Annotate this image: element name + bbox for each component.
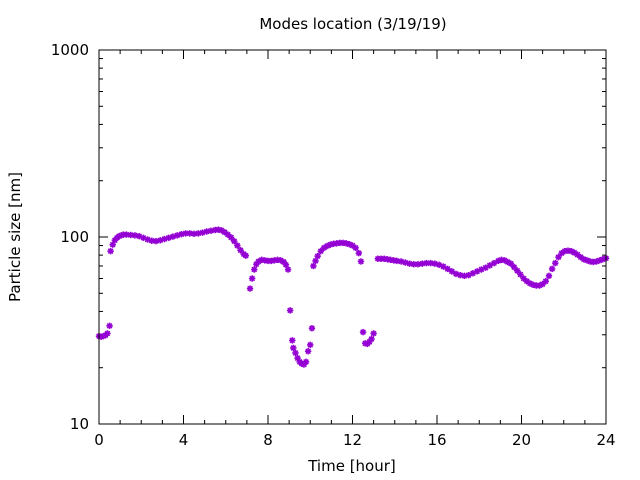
- axes: 0 4 8 12 16 20 24 10 100 1000: [51, 41, 616, 449]
- data-point: [312, 257, 319, 265]
- data-point: [444, 265, 451, 273]
- data-points: [95, 226, 610, 368]
- data-point: [461, 272, 468, 280]
- data-point: [307, 341, 314, 349]
- y-axis-label: Particle size [nm]: [6, 172, 24, 302]
- data-point: [302, 358, 310, 366]
- data-point: [368, 335, 375, 343]
- data-point: [292, 349, 299, 357]
- data-point: [106, 322, 113, 330]
- data-point: [352, 244, 359, 252]
- y-tick-label: 1000: [51, 41, 89, 59]
- x-tick-label: 24: [596, 431, 615, 449]
- data-point: [304, 348, 312, 355]
- data-point: [552, 259, 559, 267]
- chart-title: Modes location (3/19/19): [259, 15, 446, 33]
- data-point: [246, 285, 254, 292]
- data-point: [308, 325, 316, 332]
- data-point: [234, 242, 241, 249]
- plot-frame: [98, 49, 607, 425]
- data-point: [237, 246, 244, 254]
- data-point: [542, 278, 549, 285]
- x-tick-label: 20: [512, 431, 531, 449]
- data-point: [242, 252, 250, 259]
- data-point: [314, 252, 321, 260]
- x-axis-label: Time [hour]: [307, 457, 396, 475]
- data-point: [104, 330, 111, 337]
- x-tick-label: 12: [343, 431, 362, 449]
- data-point: [251, 266, 258, 273]
- data-point: [107, 247, 114, 255]
- data-point: [427, 259, 434, 267]
- data-point: [289, 337, 296, 344]
- data-point: [190, 230, 198, 238]
- x-tick-label: 4: [179, 431, 189, 449]
- x-tick-label: 0: [94, 431, 104, 449]
- data-point: [355, 249, 363, 257]
- data-point: [286, 307, 294, 314]
- data-point: [548, 265, 556, 273]
- data-point: [131, 232, 139, 239]
- x-tick-label: 8: [263, 431, 273, 449]
- data-point: [545, 272, 553, 280]
- data-point: [310, 262, 317, 270]
- data-point: [248, 275, 256, 282]
- x-tick-label: 16: [427, 431, 446, 449]
- data-point: [419, 260, 426, 267]
- data-point: [448, 268, 455, 275]
- data-point: [284, 266, 292, 273]
- data-point: [357, 258, 365, 265]
- data-point: [370, 330, 377, 337]
- data-point: [465, 271, 472, 279]
- y-tick-label: 100: [60, 228, 89, 246]
- data-point: [359, 328, 367, 336]
- data-point: [231, 237, 238, 245]
- y-tick-label: 10: [70, 415, 89, 433]
- data-point: [290, 344, 297, 352]
